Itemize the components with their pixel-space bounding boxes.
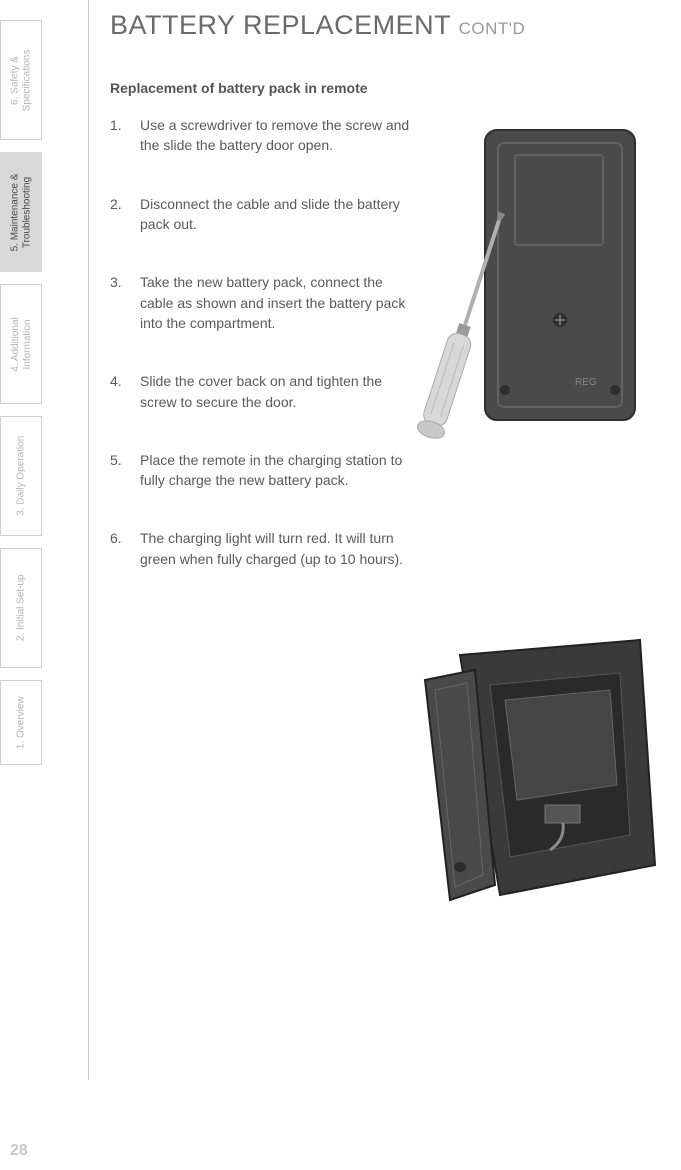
step-text: Use a screwdriver to remove the screw an… (140, 115, 410, 156)
tab-label: 3. Daily Operation (15, 436, 27, 516)
tab-additional[interactable]: 4. AdditionalInformation (0, 284, 42, 404)
step-number: 3. (110, 272, 140, 333)
step-number: 6. (110, 528, 140, 569)
tab-label: 2. Initial Set-up (15, 575, 27, 642)
page-title: BATTERY REPLACEMENT CONT'D (110, 10, 670, 41)
reg-label: REG (575, 377, 597, 388)
tab-label: 6. Safety &Specifications (10, 49, 33, 111)
tab-daily-operation[interactable]: 3. Daily Operation (0, 416, 42, 536)
tab-safety[interactable]: 6. Safety &Specifications (0, 20, 42, 140)
side-tabs: 6. Safety &Specifications 5. Maintenance… (0, 20, 58, 777)
remote-screwdriver-illustration: REG (410, 125, 640, 555)
step-number: 1. (110, 115, 140, 156)
tab-label: 5. Maintenance &Troubleshooting (10, 173, 33, 251)
step-item: 3. Take the new battery pack, connect th… (110, 272, 410, 333)
step-text: Take the new battery pack, connect the c… (140, 272, 410, 333)
battery-compartment-illustration (405, 635, 660, 905)
tab-overview[interactable]: 1. Overview (0, 680, 42, 765)
step-item: 1. Use a screwdriver to remove the screw… (110, 115, 410, 156)
step-text: Place the remote in the charging station… (140, 450, 410, 491)
step-number: 2. (110, 194, 140, 235)
vertical-divider (88, 0, 89, 1080)
step-number: 4. (110, 371, 140, 412)
section-subheading: Replacement of battery pack in remote (110, 79, 670, 97)
tab-maintenance[interactable]: 5. Maintenance &Troubleshooting (0, 152, 42, 272)
tab-label: 4. AdditionalInformation (10, 317, 33, 372)
page-number: 28 (10, 1142, 28, 1160)
step-text: Slide the cover back on and tighten the … (140, 371, 410, 412)
steps-list: 1. Use a screwdriver to remove the screw… (110, 115, 410, 569)
tab-initial-setup[interactable]: 2. Initial Set-up (0, 548, 42, 668)
step-text: Disconnect the cable and slide the batte… (140, 194, 410, 235)
step-item: 4. Slide the cover back on and tighten t… (110, 371, 410, 412)
tab-label: 1. Overview (15, 696, 27, 749)
step-item: 6. The charging light will turn red. It … (110, 528, 410, 569)
step-item: 2. Disconnect the cable and slide the ba… (110, 194, 410, 235)
step-number: 5. (110, 450, 140, 491)
step-text: The charging light will turn red. It wil… (140, 528, 410, 569)
step-item: 5. Place the remote in the charging stat… (110, 450, 410, 491)
